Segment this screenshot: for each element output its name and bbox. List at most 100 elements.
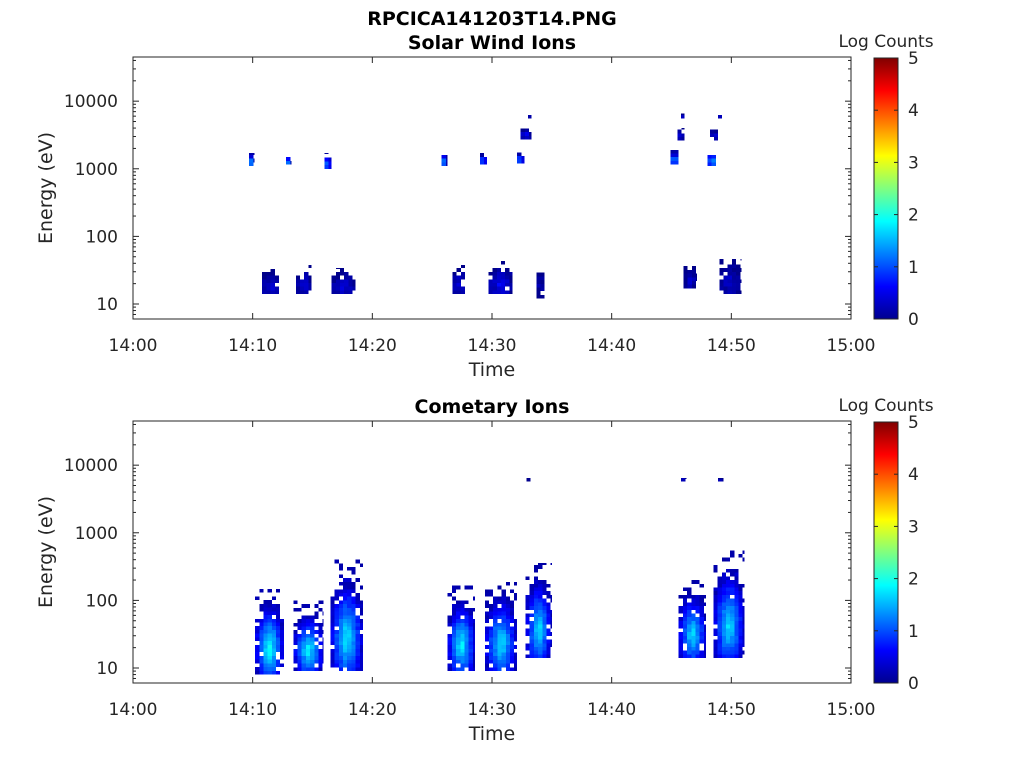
heatmap-cell [271,611,276,616]
heatmap-cell [742,650,745,655]
heatmap-cell [691,266,697,270]
heatmap-cell [719,260,724,265]
heatmap-cell [730,620,735,625]
heatmap-cell [451,615,457,620]
heatmap-cell [691,613,696,618]
heatmap-cell [343,645,348,649]
heatmap-cell [540,287,545,292]
heatmap-cell [509,271,513,276]
heatmap-cell [505,652,510,657]
heatmap-cell [525,613,530,618]
heatmap-cell [742,550,745,554]
heatmap-cell [725,632,731,636]
heatmap-cell [540,294,545,299]
heatmap-cell [734,632,739,636]
heatmap-cell [497,596,502,601]
heatmap-cell [340,286,345,291]
heatmap-cell [259,626,264,630]
heatmap-cell [355,622,360,627]
heatmap-cell [304,271,309,276]
heatmap-cell [267,622,272,627]
heatmap-cell [538,580,543,584]
heatmap-cell [452,290,457,295]
heatmap-cell [687,602,692,607]
heatmap-cell [266,275,271,280]
heatmap-cell [259,607,264,612]
heatmap-cell [500,282,506,287]
heatmap-cell [343,637,348,642]
x-tick-label: 14:40 [587,700,636,720]
heatmap-cell [524,132,530,136]
heatmap-cell [670,153,675,158]
heatmap-cell [484,589,490,593]
heatmap-cell [721,576,726,581]
heatmap-cell [460,286,466,291]
heatmap-cell [352,279,356,283]
heatmap-cell [691,284,697,289]
heatmap-cell [484,593,490,597]
heatmap-cell [267,626,272,630]
heatmap-cell [451,659,457,664]
heatmap-cell [445,154,448,159]
heatmap-cell [734,598,739,603]
heatmap-cell [497,633,502,638]
heatmap-cell [351,633,356,638]
heatmap-cell [501,630,506,634]
heatmap-cell [538,635,543,640]
heatmap-cell [318,630,323,634]
heatmap-cell [334,615,339,620]
heatmap-cell [308,275,312,280]
heatmap-cell [734,591,739,595]
heatmap-cell [334,593,339,597]
heatmap-cell [505,290,510,295]
heatmap-cell [736,275,741,280]
y-tick-label: 10000 [64,92,118,112]
heatmap-cell [496,275,501,280]
colorbar-tick-label: 0 [908,310,919,330]
heatmap-cell [351,630,356,634]
heatmap-cell [670,160,675,165]
heatmap-cell [347,600,352,605]
heatmap-cell [501,652,506,657]
heatmap-cell [484,656,490,660]
heatmap-cell [456,645,461,649]
heatmap-cell [359,604,363,608]
colorbar-tick-label: 5 [908,49,919,69]
heatmap-cell [730,617,735,621]
heatmap-cell [484,600,490,605]
heatmap-cell [717,613,722,618]
heatmap-cell [331,290,336,295]
heatmap-cell [359,563,363,567]
heatmap-cell [451,596,457,601]
heatmap-cell [299,290,305,295]
heatmap-cell [514,619,518,623]
heatmap-cell [460,663,465,668]
heatmap-cell [267,655,272,660]
heatmap-cell [347,566,352,571]
heatmap-cell [691,632,696,636]
heatmap-cell [301,630,306,634]
heatmap-cell [324,157,329,162]
heatmap-cell [497,630,502,634]
heatmap-cell [351,656,356,660]
heatmap-cell [501,593,506,597]
heatmap-cell [343,641,348,646]
heatmap-cell [670,157,675,161]
heatmap-cell [310,659,315,664]
heatmap-cell [678,617,683,621]
heatmap-cell [717,606,722,610]
heatmap-cell [497,667,502,672]
heatmap-cell [347,619,352,623]
heatmap-cell [308,264,312,269]
heatmap-cell [736,290,741,295]
heatmap-cell [255,618,260,623]
heatmap-cell [509,615,515,620]
heatmap-cell [742,620,745,625]
heatmap-cell [460,648,465,653]
heatmap-cell [276,663,281,668]
heatmap-cell [550,643,552,647]
heatmap-cell [464,637,469,642]
heatmap-cell [314,604,319,608]
heatmap-cell [699,583,704,588]
heatmap-cell [338,619,344,623]
